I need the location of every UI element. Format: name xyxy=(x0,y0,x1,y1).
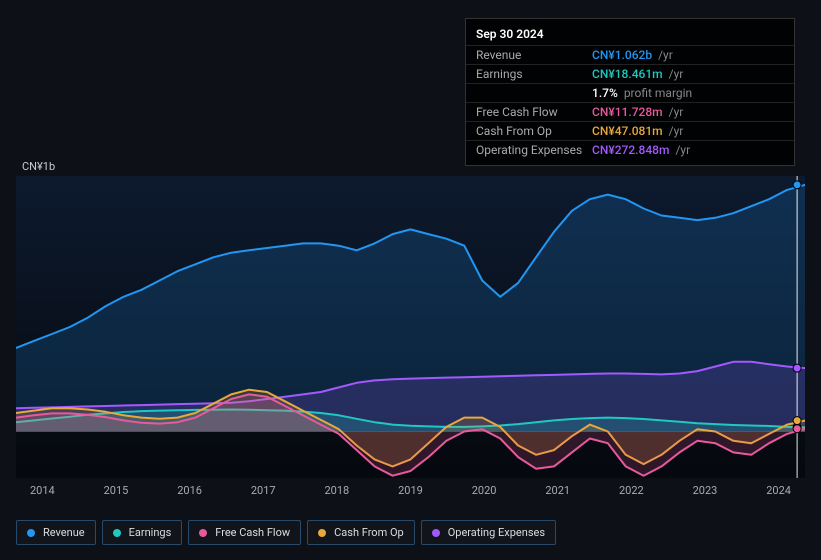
chart-container: Sep 30 2024 Revenue CN¥1.062b/yr Earnings C… xyxy=(0,0,821,560)
tooltip-row-suffix: /yr xyxy=(675,143,690,157)
x-axis-label: 2015 xyxy=(104,484,129,497)
legend-item[interactable]: Cash From Op xyxy=(307,520,415,545)
legend-item[interactable]: Operating Expenses xyxy=(421,520,556,545)
tooltip-row: Revenue CN¥1.062b/yr xyxy=(466,45,794,64)
x-axis-label: 2019 xyxy=(398,484,423,497)
tooltip-row-suffix: /yr xyxy=(669,67,684,81)
x-axis-label: 2014 xyxy=(30,484,55,497)
legend-item[interactable]: Revenue xyxy=(16,520,96,545)
data-tooltip: Sep 30 2024 Revenue CN¥1.062b/yr Earnings C… xyxy=(465,18,795,166)
x-axis-label: 2021 xyxy=(545,484,570,497)
tooltip-row: Free Cash Flow CN¥11.728m/yr xyxy=(466,102,794,121)
tooltip-row: Operating Expenses CN¥272.848m/yr xyxy=(466,140,794,159)
legend-item[interactable]: Earnings xyxy=(102,520,183,545)
x-axis-label: 2022 xyxy=(619,484,644,497)
tooltip-row-suffix: /yr xyxy=(669,105,684,119)
tooltip-date: Sep 30 2024 xyxy=(466,25,794,45)
legend-dot-icon xyxy=(432,529,440,537)
x-axis-label: 2018 xyxy=(325,484,350,497)
x-axis-label: 2023 xyxy=(693,484,718,497)
legend-item-label: Free Cash Flow xyxy=(215,526,290,539)
x-axis-label: 2016 xyxy=(177,484,202,497)
tooltip-row-label: Free Cash Flow xyxy=(476,105,586,119)
x-axis-label: 2020 xyxy=(472,484,497,497)
legend-item-label: Earnings xyxy=(129,526,172,539)
y-axis-label: CN¥1b xyxy=(22,160,55,173)
legend-dot-icon xyxy=(113,529,121,537)
legend-dot-icon xyxy=(318,529,326,537)
tooltip-row-suffix: /yr xyxy=(658,48,673,62)
tooltip-row-value: CN¥1.062b xyxy=(592,48,652,62)
x-axis: 2014 2015 2016 2017 2018 2019 2020 2021 2022 2023… xyxy=(16,484,805,497)
tooltip-row-label: Earnings xyxy=(476,67,586,81)
legend-item-label: Revenue xyxy=(43,526,85,539)
tooltip-row-value: CN¥11.728m xyxy=(592,105,663,119)
tooltip-row-value: CN¥47.081m xyxy=(592,124,663,138)
legend-item-label: Operating Expenses xyxy=(448,526,545,539)
legend-dot-icon xyxy=(27,529,35,537)
tooltip-row-label: Cash From Op xyxy=(476,124,586,138)
legend-item[interactable]: Free Cash Flow xyxy=(188,520,301,545)
tooltip-row: Cash From Op CN¥47.081m/yr xyxy=(466,121,794,140)
tooltip-row-value: CN¥272.848m xyxy=(592,143,669,157)
tooltip-row-label: Operating Expenses xyxy=(476,143,586,157)
tooltip-row-suffix: /yr xyxy=(669,124,684,138)
legend-dot-icon xyxy=(199,529,207,537)
x-axis-label: 2017 xyxy=(251,484,276,497)
financial-area-chart[interactable] xyxy=(16,176,805,478)
chart-legend: Revenue Earnings Free Cash Flow Cash From O… xyxy=(16,520,556,545)
tooltip-row: 1.7% profit margin xyxy=(466,83,794,102)
tooltip-row-value: CN¥18.461m xyxy=(592,67,663,81)
x-axis-label: 2024 xyxy=(766,484,791,497)
tooltip-row-label: Revenue xyxy=(476,48,586,62)
tooltip-row-suffix: profit margin xyxy=(624,86,692,100)
legend-item-label: Cash From Op xyxy=(334,526,404,539)
tooltip-row: Earnings CN¥18.461m/yr xyxy=(466,64,794,83)
tooltip-row-value: 1.7% xyxy=(592,86,618,100)
